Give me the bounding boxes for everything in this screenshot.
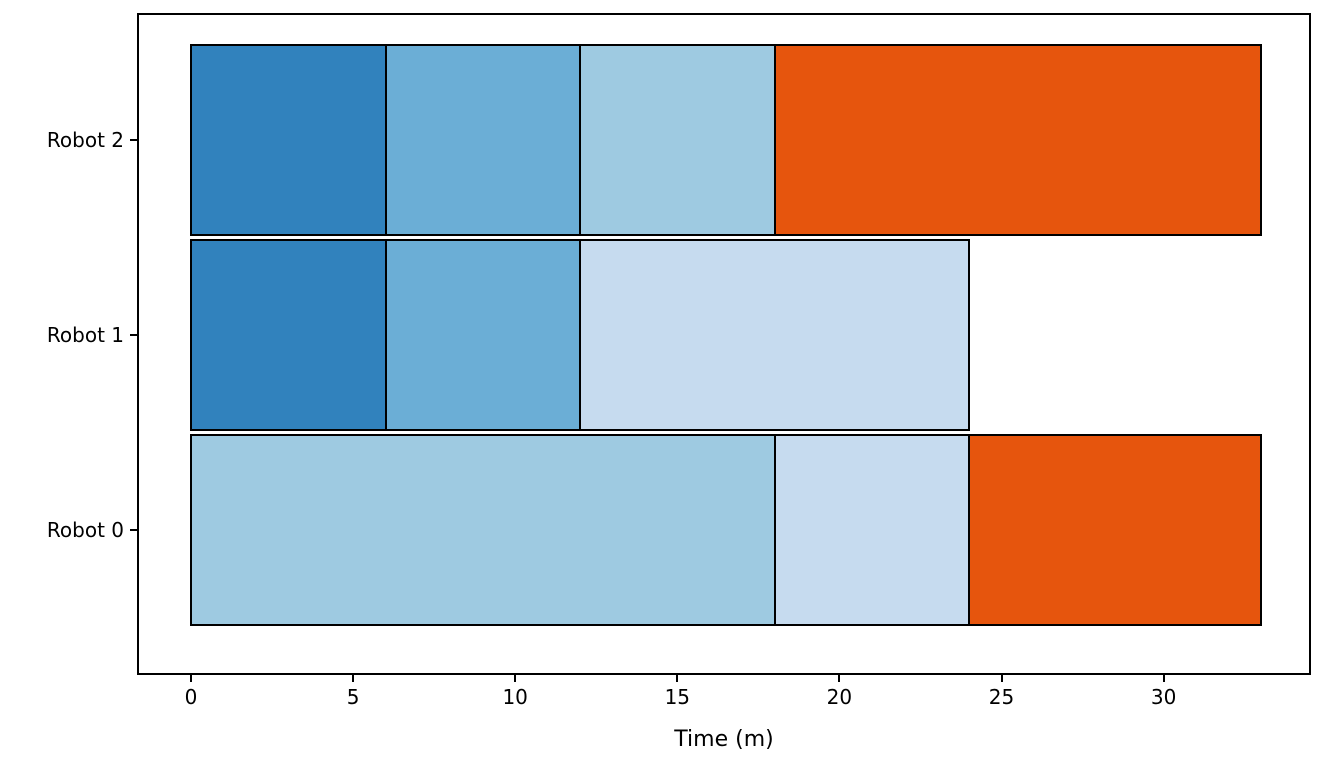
x-tick — [676, 673, 679, 682]
y-tick-label: Robot 1 — [46, 322, 124, 347]
x-tick-label: 10 — [502, 685, 528, 709]
bar-segment-robot-0 — [190, 433, 776, 626]
x-tick — [190, 673, 192, 682]
bar-segment-robot-2 — [190, 43, 387, 236]
x-tick — [838, 673, 841, 682]
bar-segment-robot-1 — [579, 238, 971, 431]
y-tick — [130, 333, 139, 336]
bar-segment-robot-2 — [579, 43, 776, 236]
y-tick-label: Robot 2 — [46, 127, 124, 152]
x-tick-label: 30 — [1150, 685, 1177, 709]
plot-area: Robot 2 Robot 1 Robot 0 0 5 10 15 20 25 30 — [47, 13, 1311, 709]
bar-segment-robot-1 — [190, 238, 387, 431]
bar-segment-robot-2 — [773, 43, 1262, 236]
x-tick-label: 20 — [826, 685, 853, 709]
x-tick — [1162, 673, 1165, 682]
bar-segment-robot-0 — [773, 433, 971, 626]
y-tick — [130, 528, 139, 531]
x-tick-label: 0 — [184, 685, 198, 709]
bar-segment-robot-0 — [968, 433, 1262, 626]
x-tick — [352, 673, 355, 682]
x-tick — [514, 673, 517, 682]
x-tick-label: 5 — [346, 685, 360, 709]
bar-segment-robot-2 — [384, 43, 582, 236]
x-tick-label: 15 — [664, 685, 691, 709]
y-tick-label: Robot 0 — [46, 517, 124, 542]
y-tick — [130, 138, 139, 141]
x-tick — [1000, 673, 1003, 682]
x-tick-label: 25 — [988, 685, 1015, 709]
x-axis-label: Time (m) — [674, 727, 774, 752]
bar-segment-robot-1 — [384, 238, 582, 431]
